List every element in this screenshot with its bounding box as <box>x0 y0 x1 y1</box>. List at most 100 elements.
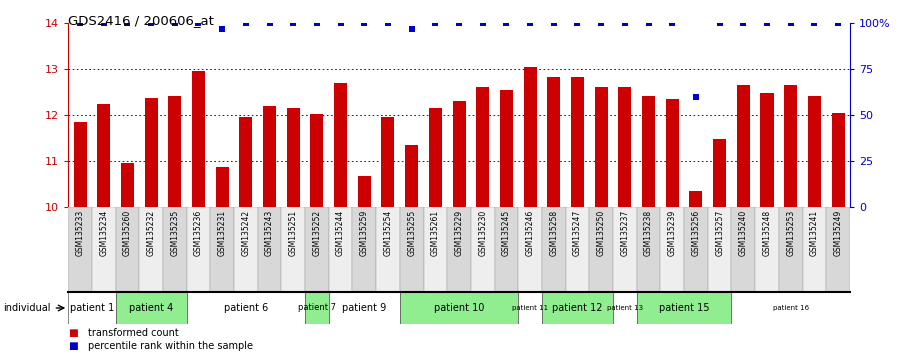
Point <box>689 94 704 99</box>
Point <box>499 20 514 26</box>
Bar <box>803 207 826 292</box>
Text: GSM135251: GSM135251 <box>289 210 298 256</box>
Text: patient 1: patient 1 <box>70 303 114 313</box>
Text: GDS2416 / 200606_at: GDS2416 / 200606_at <box>68 14 214 27</box>
Text: patient 15: patient 15 <box>659 303 709 313</box>
Bar <box>542 207 565 292</box>
Point <box>215 26 229 32</box>
Text: GSM135239: GSM135239 <box>668 210 676 256</box>
Text: GSM135250: GSM135250 <box>596 210 605 256</box>
Bar <box>382 118 395 207</box>
Text: patient 4: patient 4 <box>129 303 174 313</box>
Bar <box>115 292 186 324</box>
Bar <box>665 99 679 207</box>
Bar <box>234 207 257 292</box>
Point <box>357 20 372 26</box>
Text: GSM135240: GSM135240 <box>739 210 748 256</box>
Text: patient 9: patient 9 <box>342 303 386 313</box>
Point <box>713 20 727 26</box>
Text: GSM135248: GSM135248 <box>763 210 772 256</box>
Point <box>238 20 253 26</box>
Bar <box>737 85 750 207</box>
Text: GSM135241: GSM135241 <box>810 210 819 256</box>
Bar <box>192 72 205 207</box>
Text: individual: individual <box>3 303 50 313</box>
Text: patient 12: patient 12 <box>553 303 603 313</box>
Bar <box>163 207 186 292</box>
Bar <box>826 207 850 292</box>
Bar <box>429 108 442 207</box>
Bar <box>305 292 329 324</box>
Text: patient 7: patient 7 <box>298 303 336 313</box>
Point <box>452 20 466 26</box>
Point <box>807 20 822 26</box>
Bar <box>400 207 424 292</box>
Bar <box>145 98 157 207</box>
Bar <box>376 207 400 292</box>
Text: GSM135253: GSM135253 <box>786 210 795 256</box>
Text: GSM135260: GSM135260 <box>123 210 132 256</box>
Bar <box>732 292 850 324</box>
Bar <box>524 67 536 207</box>
Bar <box>636 292 732 324</box>
Text: GSM135232: GSM135232 <box>146 210 155 256</box>
Bar <box>358 176 371 207</box>
Bar <box>636 207 661 292</box>
Text: GSM135261: GSM135261 <box>431 210 440 256</box>
Text: GSM135243: GSM135243 <box>265 210 274 256</box>
Bar <box>613 207 636 292</box>
Point <box>546 20 561 26</box>
Bar <box>453 101 465 207</box>
Bar <box>329 207 353 292</box>
Bar <box>97 104 110 207</box>
Bar <box>518 207 542 292</box>
Text: patient 6: patient 6 <box>224 303 268 313</box>
Text: GSM135244: GSM135244 <box>336 210 345 256</box>
Text: GSM135246: GSM135246 <box>525 210 534 256</box>
Point <box>475 20 490 26</box>
Point <box>736 20 751 26</box>
Bar <box>353 207 376 292</box>
Bar <box>494 207 518 292</box>
Bar <box>732 207 755 292</box>
Text: GSM135258: GSM135258 <box>549 210 558 256</box>
Text: GSM135234: GSM135234 <box>99 210 108 256</box>
Bar <box>310 114 324 207</box>
Text: patient 16: patient 16 <box>773 305 809 311</box>
Bar <box>335 83 347 207</box>
Bar <box>215 167 229 207</box>
Text: patient 13: patient 13 <box>607 305 643 311</box>
Text: GSM135252: GSM135252 <box>313 210 322 256</box>
Text: GSM135233: GSM135233 <box>75 210 85 256</box>
Point <box>286 20 301 26</box>
Text: patient 10: patient 10 <box>434 303 484 313</box>
Bar <box>784 85 797 207</box>
Text: GSM135245: GSM135245 <box>502 210 511 256</box>
Bar <box>121 164 134 207</box>
Text: ■: ■ <box>68 341 78 351</box>
Point <box>167 20 182 26</box>
Bar <box>571 77 584 207</box>
Bar <box>565 207 589 292</box>
Bar <box>547 77 560 207</box>
Text: GSM135257: GSM135257 <box>715 210 724 256</box>
Bar <box>476 87 489 207</box>
Bar <box>210 207 234 292</box>
Bar <box>689 191 703 207</box>
Bar <box>755 207 779 292</box>
Point <box>310 20 325 26</box>
Bar <box>424 207 447 292</box>
Point <box>784 20 798 26</box>
Bar <box>239 118 253 207</box>
Bar <box>329 292 400 324</box>
Text: GSM135237: GSM135237 <box>620 210 629 256</box>
Bar <box>139 207 163 292</box>
Bar <box>168 96 181 207</box>
Bar <box>286 108 300 207</box>
Bar <box>618 86 632 207</box>
Point <box>831 20 845 26</box>
Text: ■: ■ <box>68 329 78 338</box>
Bar <box>542 292 613 324</box>
Bar <box>257 207 282 292</box>
Bar <box>305 207 329 292</box>
